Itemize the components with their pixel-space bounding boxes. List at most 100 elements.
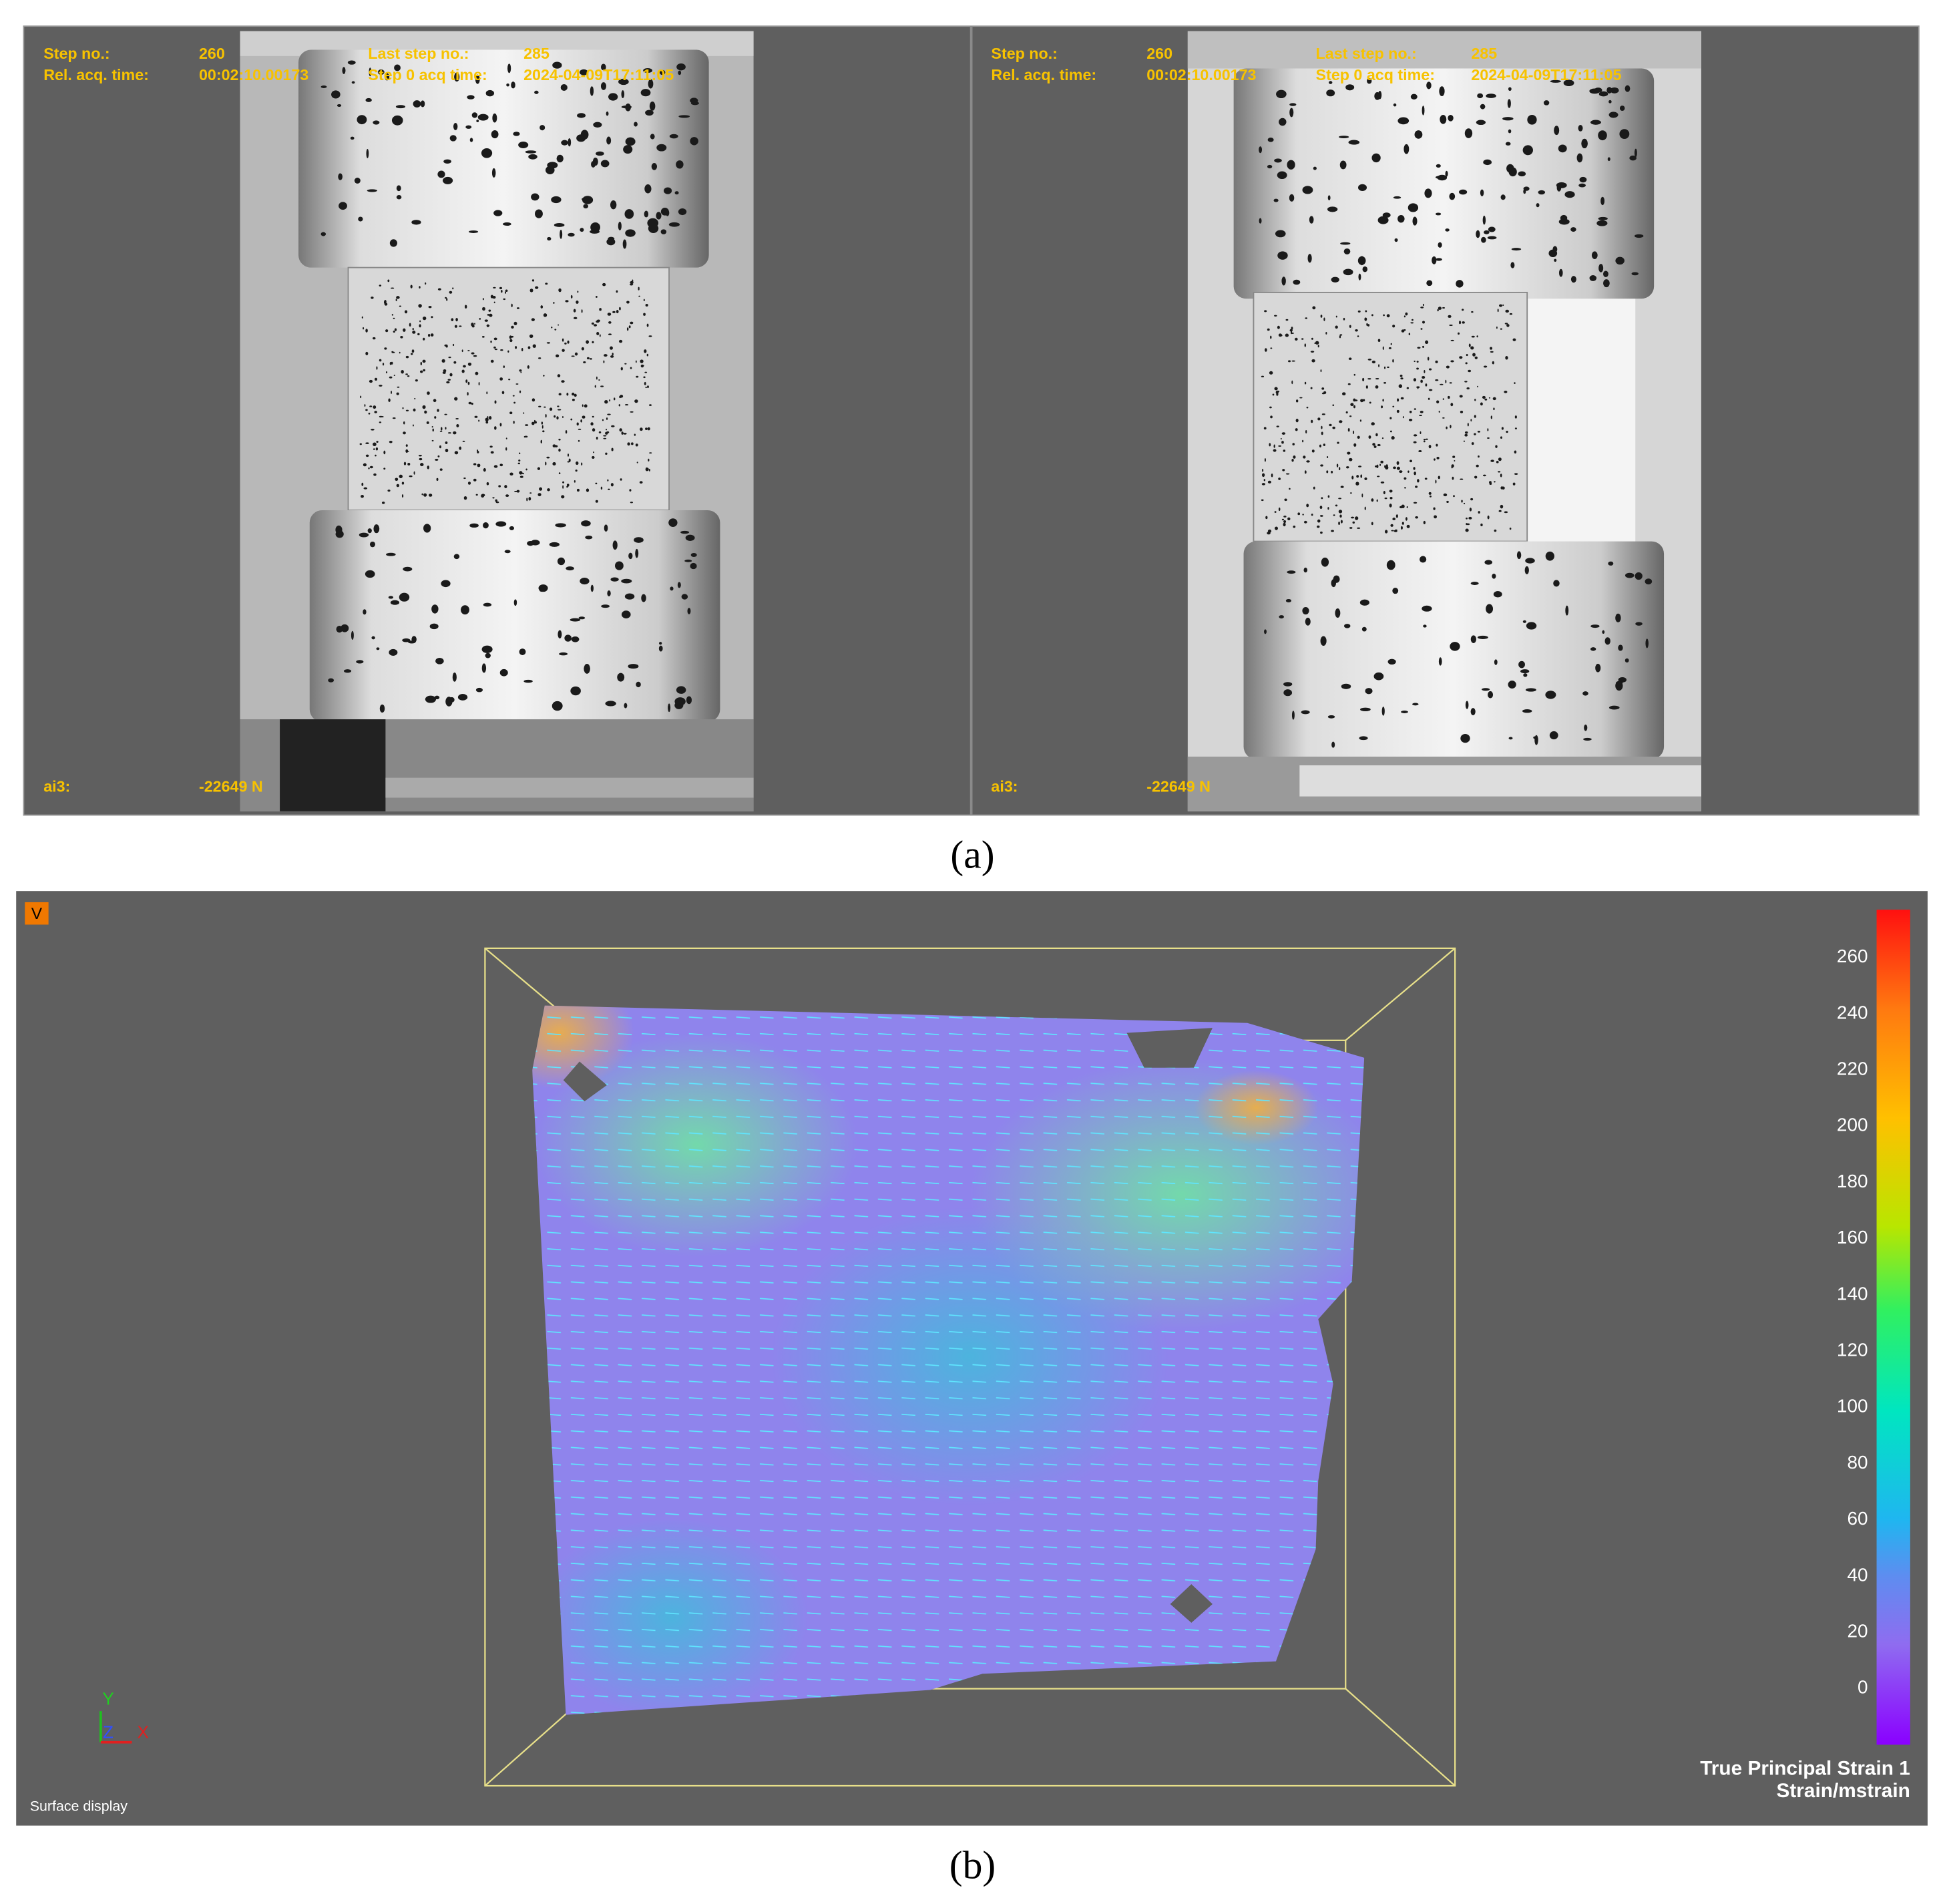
speckle [363, 487, 368, 490]
speckle [664, 187, 672, 194]
speckle [1365, 688, 1373, 695]
view-badge-box[interactable] [25, 902, 49, 925]
speckle [546, 456, 550, 459]
speckle [399, 592, 410, 602]
colorbar-tick-label: 60 [1847, 1508, 1868, 1529]
speckle [503, 222, 511, 226]
speckle [1549, 731, 1558, 740]
speckle [505, 494, 509, 498]
speckle [1410, 322, 1414, 324]
speckle [1500, 194, 1506, 200]
speckle [440, 427, 443, 431]
speckle [1426, 280, 1433, 287]
speckle [1423, 440, 1426, 443]
speckle [1500, 504, 1504, 509]
speckle [1351, 475, 1354, 480]
speckle [410, 284, 413, 289]
speckle [1436, 258, 1442, 261]
speckle [1368, 435, 1371, 439]
speckle [419, 370, 423, 373]
speckle [649, 452, 652, 454]
speckle [1321, 431, 1323, 435]
speckle [567, 340, 570, 344]
speckle [423, 369, 426, 372]
speckle [1291, 380, 1293, 385]
speckle [1355, 516, 1359, 520]
speckle [580, 578, 590, 585]
speckle [425, 695, 437, 703]
speckle [605, 431, 608, 435]
speckle [640, 427, 643, 431]
speckle [1393, 466, 1396, 469]
speckle [1413, 502, 1418, 504]
speckle [1371, 314, 1373, 317]
speckle [1522, 709, 1532, 713]
speckle [493, 301, 495, 304]
speckle [518, 141, 529, 149]
speckle [437, 455, 440, 457]
speckle [1438, 307, 1442, 310]
speckle [350, 136, 355, 140]
speckle [415, 379, 418, 382]
speckle [400, 335, 403, 339]
speckle [429, 623, 439, 630]
speckle [1386, 560, 1395, 570]
speckle [509, 411, 513, 415]
speckle [541, 421, 544, 425]
overlay-text: 285 [523, 45, 550, 62]
speckle [625, 229, 636, 237]
speckle [513, 421, 515, 424]
speckle [379, 385, 383, 387]
speckle [648, 468, 650, 471]
speckle [554, 329, 557, 331]
speckle [610, 200, 617, 210]
speckle [643, 299, 645, 302]
speckle [1496, 461, 1499, 463]
speckle [1489, 481, 1492, 484]
speckle [1350, 516, 1355, 519]
speckle [1477, 385, 1478, 388]
speckle [558, 324, 560, 326]
speckle [1360, 707, 1371, 712]
speckle [484, 319, 489, 322]
speckle [1413, 378, 1417, 382]
speckle [356, 660, 364, 664]
caption-a: (a) [950, 832, 994, 876]
speckle [583, 204, 589, 209]
speckle [1406, 387, 1410, 389]
speckle [1618, 644, 1623, 651]
speckle [1505, 309, 1510, 313]
speckle [583, 361, 586, 364]
speckle [1450, 339, 1454, 341]
speckle [570, 618, 581, 622]
speckle [1381, 437, 1384, 439]
speckle [555, 523, 566, 528]
speckle [531, 318, 535, 321]
speckle [1291, 360, 1295, 362]
speckle [449, 291, 453, 294]
speckle [1335, 504, 1338, 507]
speckle [402, 638, 411, 642]
speckle [1501, 427, 1504, 430]
view-badge[interactable]: V [31, 905, 43, 923]
speckle [570, 418, 573, 421]
speckle [446, 381, 450, 384]
overlay-text: Step no.: [991, 45, 1057, 62]
speckle [604, 399, 608, 404]
speckle [1512, 482, 1516, 486]
speckle [444, 344, 448, 347]
speckle [647, 427, 650, 431]
speckle [1321, 387, 1325, 390]
speckle [1302, 439, 1304, 443]
speckle [371, 429, 375, 431]
speckle [420, 361, 422, 365]
speckle [1326, 89, 1335, 97]
speckle [451, 318, 454, 322]
speckle [1293, 525, 1296, 528]
speckle [1607, 157, 1610, 162]
speckle [411, 220, 421, 225]
speckle [1507, 99, 1511, 108]
speckle [473, 355, 477, 357]
speckle [399, 351, 401, 354]
speckle [361, 316, 363, 319]
